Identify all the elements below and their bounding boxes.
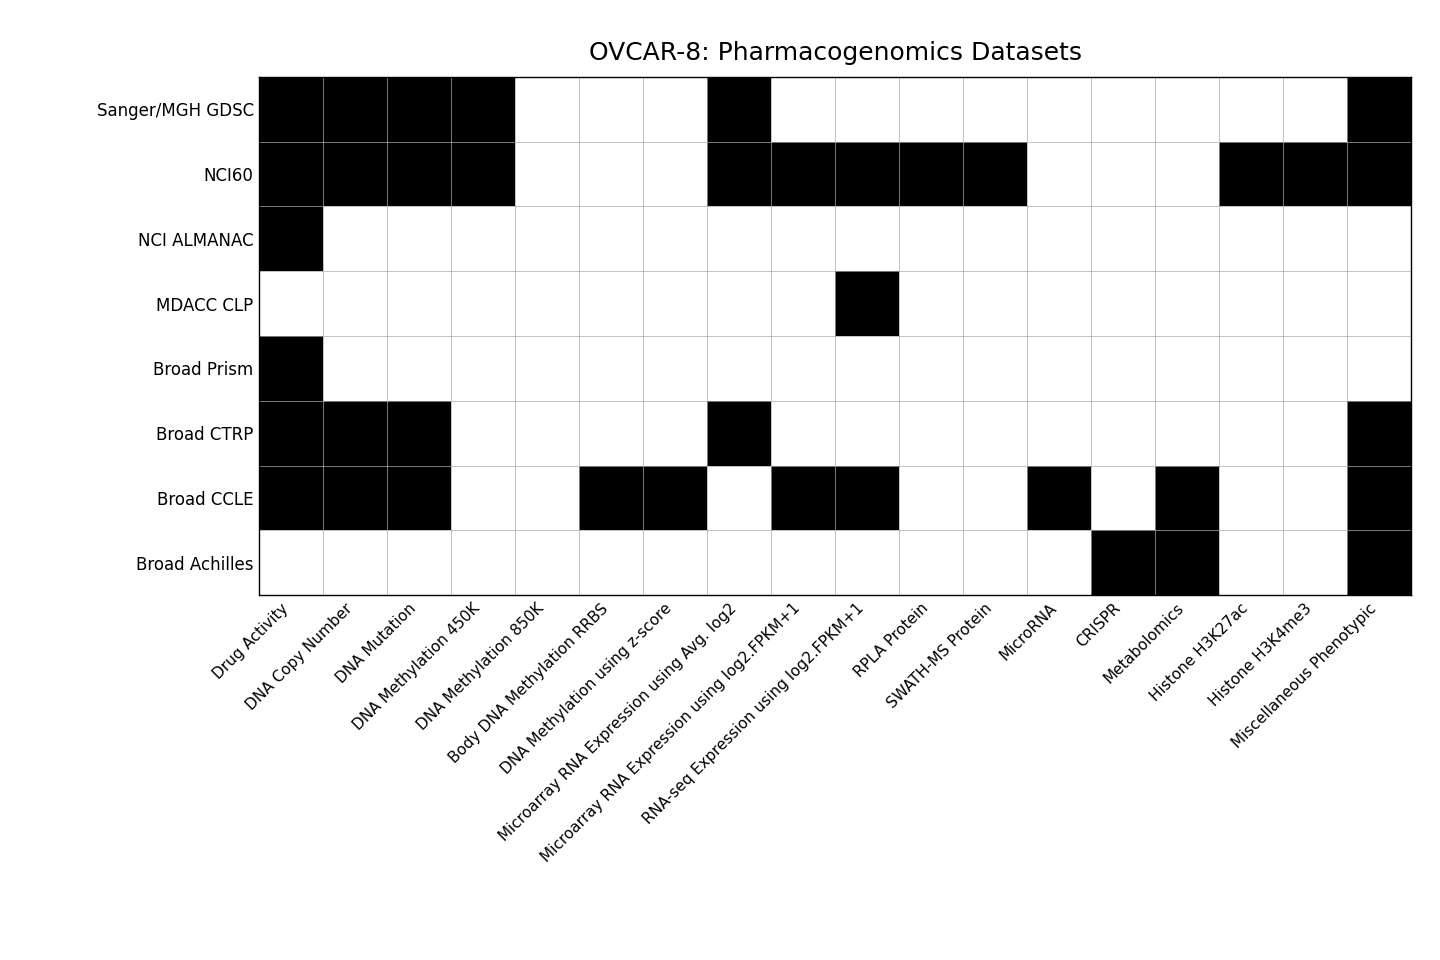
Bar — [259, 141, 323, 206]
Bar — [1348, 530, 1411, 595]
Bar — [963, 141, 1027, 206]
Bar — [772, 141, 835, 206]
Bar — [644, 466, 707, 530]
Bar — [387, 466, 451, 530]
Bar — [707, 77, 772, 141]
Bar — [259, 466, 323, 530]
Bar — [387, 401, 451, 466]
Bar — [451, 77, 516, 141]
Bar — [387, 141, 451, 206]
Bar — [323, 401, 387, 466]
Bar — [707, 401, 772, 466]
Bar — [1155, 466, 1220, 530]
Bar — [323, 466, 387, 530]
Bar — [899, 141, 963, 206]
Bar — [1283, 141, 1348, 206]
Bar — [259, 206, 323, 271]
Bar — [259, 401, 323, 466]
Bar — [1348, 141, 1411, 206]
Bar — [387, 77, 451, 141]
Bar — [1220, 141, 1283, 206]
Bar — [1348, 401, 1411, 466]
Bar — [835, 272, 899, 336]
Bar — [1348, 77, 1411, 141]
Bar — [772, 466, 835, 530]
Title: OVCAR-8: Pharmacogenomics Datasets: OVCAR-8: Pharmacogenomics Datasets — [589, 41, 1081, 65]
Bar — [1348, 466, 1411, 530]
Bar — [835, 466, 899, 530]
Bar — [323, 141, 387, 206]
Bar — [1092, 530, 1155, 595]
Bar — [579, 466, 644, 530]
Bar — [707, 141, 772, 206]
Bar — [323, 77, 387, 141]
Bar — [835, 141, 899, 206]
Bar — [259, 336, 323, 401]
Bar — [1155, 530, 1220, 595]
Bar — [259, 77, 323, 141]
Bar — [1027, 466, 1092, 530]
Bar — [451, 141, 516, 206]
